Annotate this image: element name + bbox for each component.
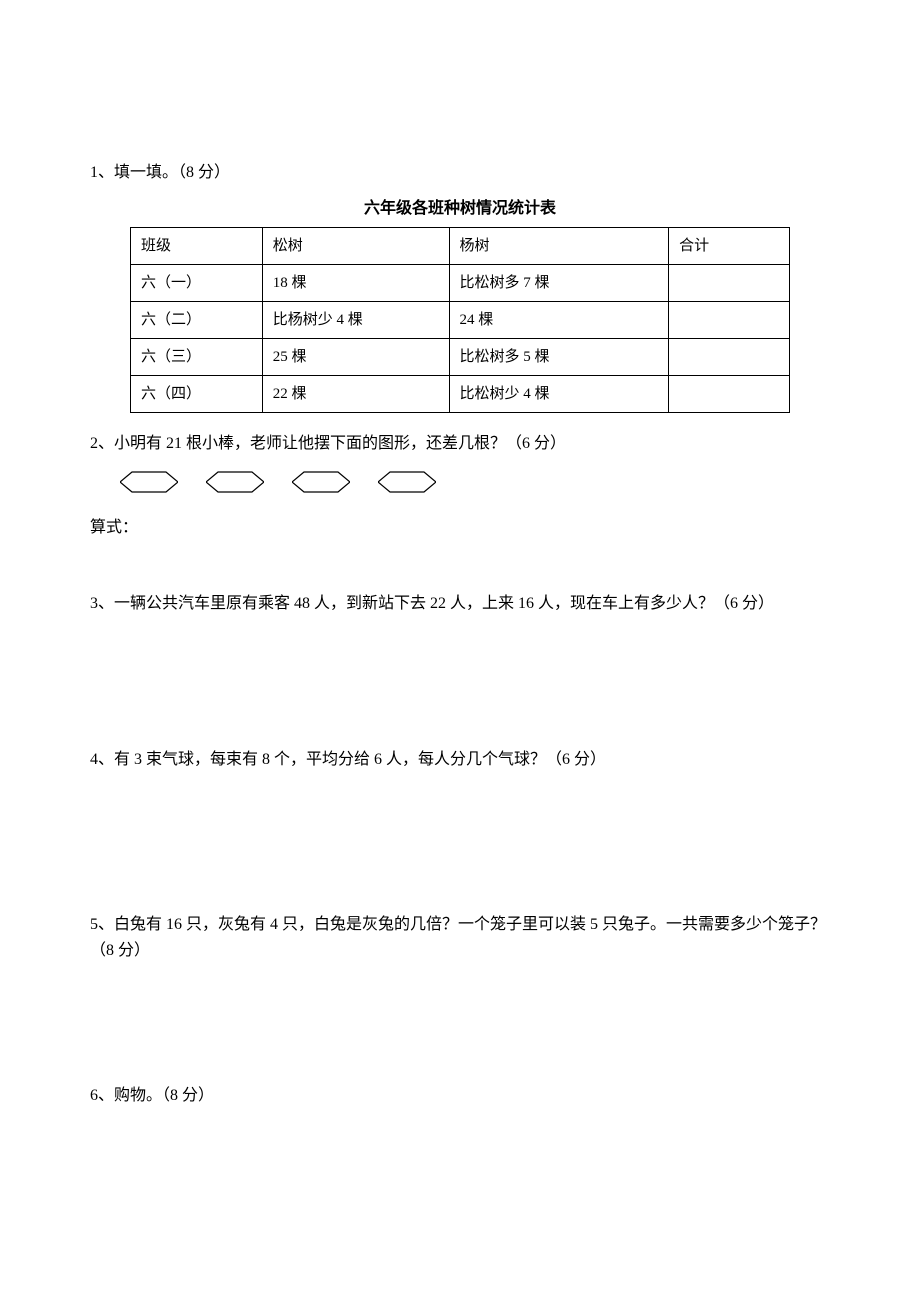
table-title: 六年级各班种树情况统计表	[90, 196, 830, 222]
q3-text: 3、一辆公共汽车里原有乘客 48 人，到新站下去 22 人，上来 16 人，现在…	[90, 591, 830, 617]
cell-pine: 比杨树少 4 棵	[262, 302, 449, 339]
cell-total	[669, 376, 790, 413]
cell-total	[669, 265, 790, 302]
header-class: 班级	[131, 228, 263, 265]
q1-title: 1、填一填。（8 分）	[90, 160, 830, 186]
table-row: 六（四） 22 棵 比松树少 4 棵	[131, 376, 790, 413]
hexagon-icon	[378, 471, 436, 502]
formula-label: 算式：	[90, 515, 830, 541]
cell-pine: 25 棵	[262, 339, 449, 376]
question-1: 1、填一填。（8 分） 六年级各班种树情况统计表 班级 松树 杨树 合计 六（一…	[90, 160, 830, 413]
cell-poplar: 24 棵	[449, 302, 669, 339]
hexagon-icon	[206, 471, 264, 502]
question-4: 4、有 3 束气球，每束有 8 个，平均分给 6 人，每人分几个气球？（6 分）	[90, 747, 830, 773]
hexagon-icon	[292, 471, 350, 502]
q5-text: 5、白兔有 16 只，灰兔有 4 只，白兔是灰兔的几倍？一个笼子里可以装 5 只…	[90, 912, 830, 963]
header-pine: 松树	[262, 228, 449, 265]
table-header-row: 班级 松树 杨树 合计	[131, 228, 790, 265]
q4-text: 4、有 3 束气球，每束有 8 个，平均分给 6 人，每人分几个气球？（6 分）	[90, 747, 830, 773]
header-total: 合计	[669, 228, 790, 265]
question-3: 3、一辆公共汽车里原有乘客 48 人，到新站下去 22 人，上来 16 人，现在…	[90, 591, 830, 617]
cell-pine: 22 棵	[262, 376, 449, 413]
cell-pine: 18 棵	[262, 265, 449, 302]
cell-class: 六（三）	[131, 339, 263, 376]
tree-statistics-table: 班级 松树 杨树 合计 六（一） 18 棵 比松树多 7 棵 六（二） 比杨树少…	[130, 227, 790, 413]
cell-poplar: 比松树少 4 棵	[449, 376, 669, 413]
hexagon-icon	[120, 471, 178, 502]
question-2: 2、小明有 21 根小棒，老师让他摆下面的图形，还差几根？（6 分） 算式：	[90, 431, 830, 541]
table-row: 六（二） 比杨树少 4 棵 24 棵	[131, 302, 790, 339]
cell-class: 六（四）	[131, 376, 263, 413]
q6-text: 6、购物。（8 分）	[90, 1083, 830, 1109]
table-row: 六（一） 18 棵 比松树多 7 棵	[131, 265, 790, 302]
cell-class: 六（一）	[131, 265, 263, 302]
hexagon-row	[120, 471, 830, 502]
question-5: 5、白兔有 16 只，灰兔有 4 只，白兔是灰兔的几倍？一个笼子里可以装 5 只…	[90, 912, 830, 963]
cell-total	[669, 339, 790, 376]
cell-class: 六（二）	[131, 302, 263, 339]
q2-text: 2、小明有 21 根小棒，老师让他摆下面的图形，还差几根？（6 分）	[90, 431, 830, 457]
header-poplar: 杨树	[449, 228, 669, 265]
table-row: 六（三） 25 棵 比松树多 5 棵	[131, 339, 790, 376]
cell-total	[669, 302, 790, 339]
question-6: 6、购物。（8 分）	[90, 1083, 830, 1109]
cell-poplar: 比松树多 5 棵	[449, 339, 669, 376]
cell-poplar: 比松树多 7 棵	[449, 265, 669, 302]
